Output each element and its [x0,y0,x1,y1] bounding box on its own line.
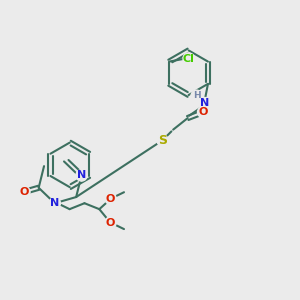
Text: H: H [193,91,200,100]
Circle shape [105,193,116,204]
Circle shape [19,186,30,197]
Circle shape [183,53,194,64]
Text: S: S [158,134,167,147]
Circle shape [199,98,211,109]
Text: N: N [77,170,86,180]
Text: O: O [106,194,115,204]
Circle shape [105,217,116,228]
Circle shape [157,135,168,146]
Text: Cl: Cl [183,54,195,64]
Circle shape [197,106,209,118]
Text: N: N [200,98,210,108]
Text: O: O [20,187,29,197]
Text: O: O [199,107,208,117]
Circle shape [76,170,87,181]
Text: O: O [106,218,115,227]
Circle shape [49,198,60,209]
Circle shape [191,90,202,101]
Text: N: N [50,198,59,208]
